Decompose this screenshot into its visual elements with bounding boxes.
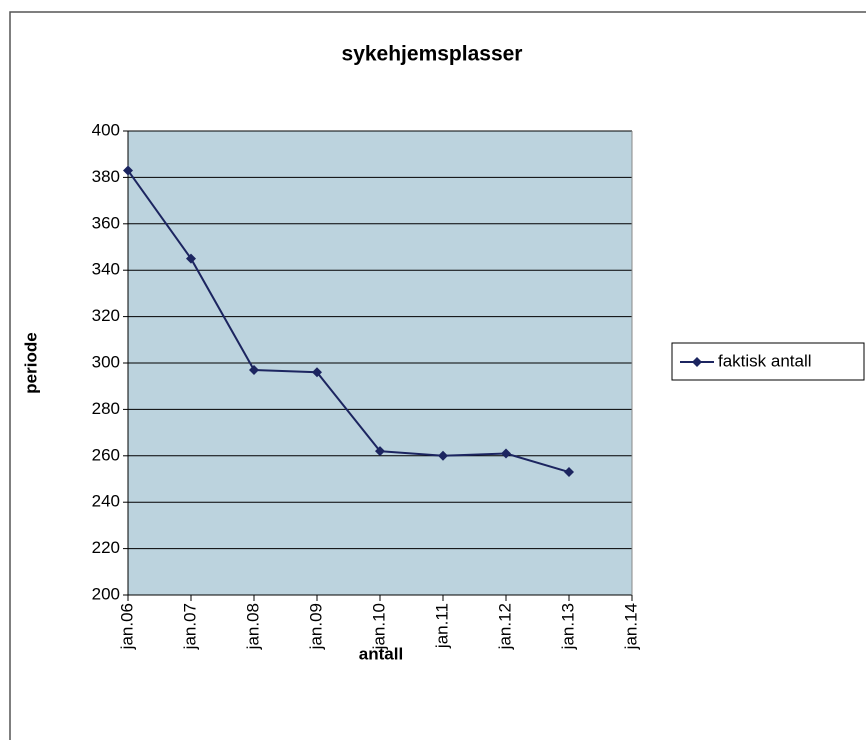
data-point	[564, 467, 574, 478]
data-point	[375, 446, 385, 457]
x-tick-label: jan.11	[432, 603, 451, 649]
legend-label: faktisk antall	[718, 351, 812, 370]
y-tick-label: 220	[92, 538, 120, 557]
y-tick-label: 280	[92, 399, 120, 418]
x-tick-label: jan.07	[180, 603, 199, 650]
x-tick-label: jan.12	[495, 603, 514, 650]
x-tick-label: jan.13	[558, 603, 577, 650]
y-tick-label: 360	[92, 213, 120, 232]
data-point	[123, 165, 133, 176]
y-tick-label: 300	[92, 352, 120, 371]
x-axis-label: antall	[359, 644, 403, 663]
y-tick-label: 240	[92, 492, 120, 511]
x-tick-label: jan.06	[117, 603, 136, 650]
data-point	[186, 253, 196, 264]
data-line	[127, 169, 570, 473]
chart-title: sykehjemsplasser	[342, 43, 523, 66]
y-tick-label: 340	[92, 260, 120, 279]
legend-marker	[692, 357, 702, 367]
y-tick-label: 260	[92, 445, 120, 464]
data-point	[249, 364, 259, 375]
data-point	[438, 450, 448, 461]
y-tick-label: 380	[92, 167, 120, 186]
x-tick-label: jan.10	[369, 603, 388, 650]
y-tick-label: 200	[92, 584, 120, 603]
x-tick-label: jan.14	[621, 603, 640, 650]
data-point	[501, 448, 511, 459]
y-tick-label: 400	[92, 120, 120, 139]
x-tick-label: jan.09	[306, 603, 325, 650]
y-tick-label: 320	[92, 306, 120, 325]
x-tick-label: jan.08	[243, 603, 262, 650]
data-point	[312, 367, 322, 378]
y-axis-label: periode	[21, 332, 40, 393]
